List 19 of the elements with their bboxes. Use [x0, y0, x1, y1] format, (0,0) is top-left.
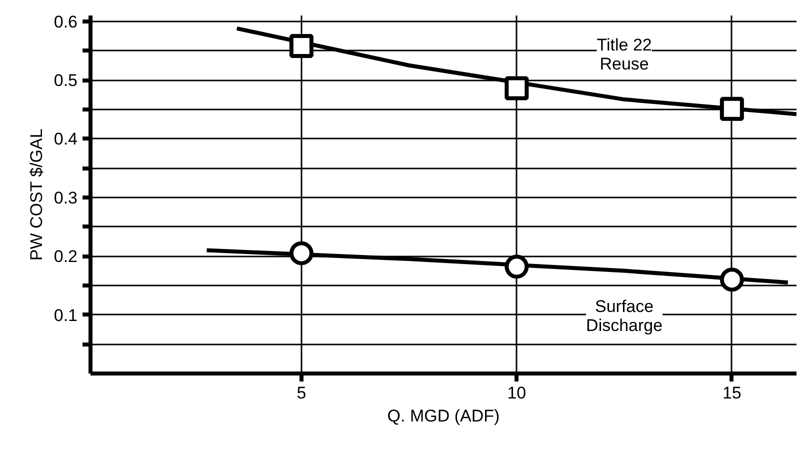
x-tick-label: 10	[507, 384, 526, 402]
y-tick-label: 0.2	[54, 247, 78, 266]
point	[504, 254, 529, 279]
x-tick-label: 5	[296, 384, 306, 402]
point	[720, 96, 744, 121]
y-tick-label: 0.3	[54, 188, 78, 208]
x-axis-title: Q. MGD (ADF)	[387, 406, 500, 426]
y-axis-title: PW COST $/GAL	[26, 128, 46, 261]
x-tick-label: 15	[722, 384, 742, 402]
point	[289, 34, 314, 58]
point	[720, 268, 744, 292]
y-tick-label: 0.4	[54, 130, 78, 149]
y-tick-label: 0.6	[54, 12, 78, 32]
y-tick-label: 0.5	[54, 71, 78, 90]
y-tick-label: 0.1	[54, 306, 78, 325]
point	[504, 76, 529, 100]
point	[289, 241, 314, 266]
series-label: Surface Discharge	[586, 296, 663, 335]
series-label: Title 22 Reuse	[596, 35, 652, 74]
